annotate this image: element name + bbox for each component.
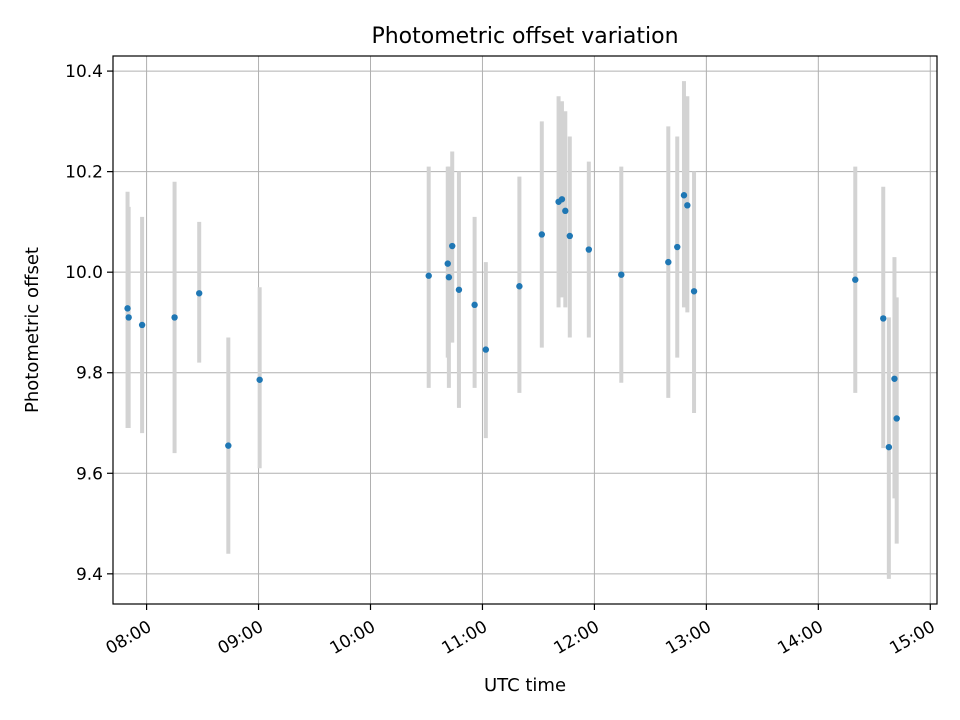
data-point bbox=[562, 207, 569, 215]
data-point bbox=[893, 415, 900, 422]
x-axis-label: UTC time bbox=[484, 675, 566, 696]
tick-layer: 08:00 09:00 10:00 11:00 12:00 13:00 14:00 15:00… bbox=[65, 62, 939, 659]
data-point bbox=[618, 271, 625, 278]
x-tick-label: 15:00 bbox=[886, 617, 938, 659]
x-tick-label: 11:00 bbox=[439, 617, 491, 659]
x-tick-label: 14:00 bbox=[774, 617, 826, 659]
grid-layer bbox=[113, 56, 937, 604]
x-tick-label: 08:00 bbox=[103, 617, 155, 659]
data-point bbox=[880, 315, 887, 322]
data-point bbox=[885, 443, 893, 451]
point-layer bbox=[124, 192, 900, 451]
x-tick-label: 10:00 bbox=[327, 617, 379, 659]
data-point bbox=[674, 243, 681, 251]
data-point bbox=[471, 301, 478, 309]
data-point bbox=[171, 314, 178, 321]
x-tick-label: 12:00 bbox=[550, 617, 602, 659]
y-tick-label: 9.6 bbox=[76, 464, 103, 484]
data-point bbox=[482, 346, 490, 353]
data-point bbox=[455, 286, 463, 293]
y-axis-label: Photometric offset bbox=[22, 247, 43, 413]
data-point bbox=[665, 258, 672, 266]
data-point bbox=[558, 196, 566, 203]
data-point bbox=[680, 192, 688, 199]
data-point bbox=[225, 442, 232, 449]
data-point bbox=[256, 376, 263, 383]
y-tick-label: 9.4 bbox=[76, 565, 103, 585]
y-tick-label: 10.4 bbox=[65, 62, 103, 82]
data-point bbox=[445, 274, 453, 281]
data-point bbox=[125, 314, 132, 321]
data-point bbox=[124, 305, 131, 312]
data-point bbox=[516, 283, 523, 290]
data-point bbox=[196, 290, 203, 297]
data-point bbox=[852, 276, 859, 283]
data-point bbox=[444, 260, 451, 267]
data-point bbox=[566, 232, 573, 240]
data-point bbox=[425, 272, 432, 279]
x-tick-label: 13:00 bbox=[662, 617, 714, 659]
plot-frame bbox=[112, 55, 938, 605]
data-point bbox=[449, 242, 456, 250]
data-point bbox=[585, 246, 593, 253]
data-point bbox=[138, 321, 146, 329]
x-tick-label: 09:00 bbox=[215, 617, 267, 659]
errorbar-layer bbox=[125, 81, 899, 579]
y-tick-label: 10.2 bbox=[65, 163, 103, 183]
chart-title: Photometric offset variation bbox=[371, 24, 678, 49]
y-tick-label: 10.0 bbox=[65, 263, 103, 283]
data-point bbox=[690, 288, 698, 295]
y-tick-label: 9.8 bbox=[76, 364, 103, 384]
data-point bbox=[538, 231, 545, 238]
data-point bbox=[891, 375, 898, 382]
data-point bbox=[684, 202, 691, 209]
